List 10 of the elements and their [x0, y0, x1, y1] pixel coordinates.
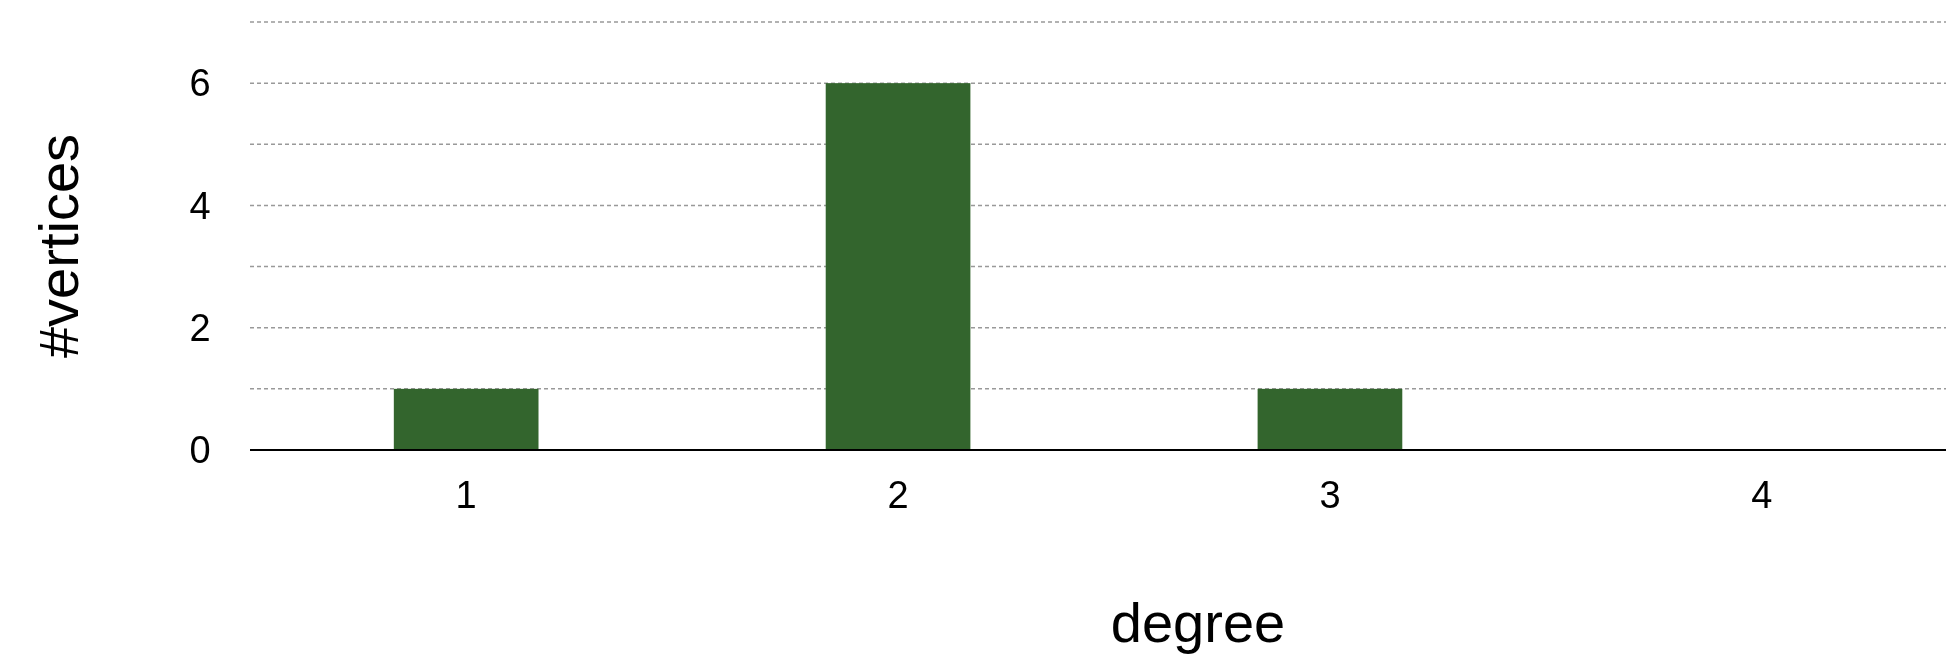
x-tick-label: 4 — [1751, 474, 1773, 516]
y-tick-label: 4 — [189, 184, 211, 227]
y-tick-label: 0 — [189, 429, 211, 472]
y-tick-label: 2 — [189, 307, 211, 350]
y-tick-label: 6 — [189, 62, 211, 105]
x-tick-label: 1 — [455, 474, 477, 516]
x-tick-label: 3 — [1319, 474, 1341, 516]
x-tick-label: 2 — [887, 474, 909, 516]
y-axis-title: #vertices — [27, 133, 90, 359]
x-axis-title: degree — [1110, 591, 1286, 654]
